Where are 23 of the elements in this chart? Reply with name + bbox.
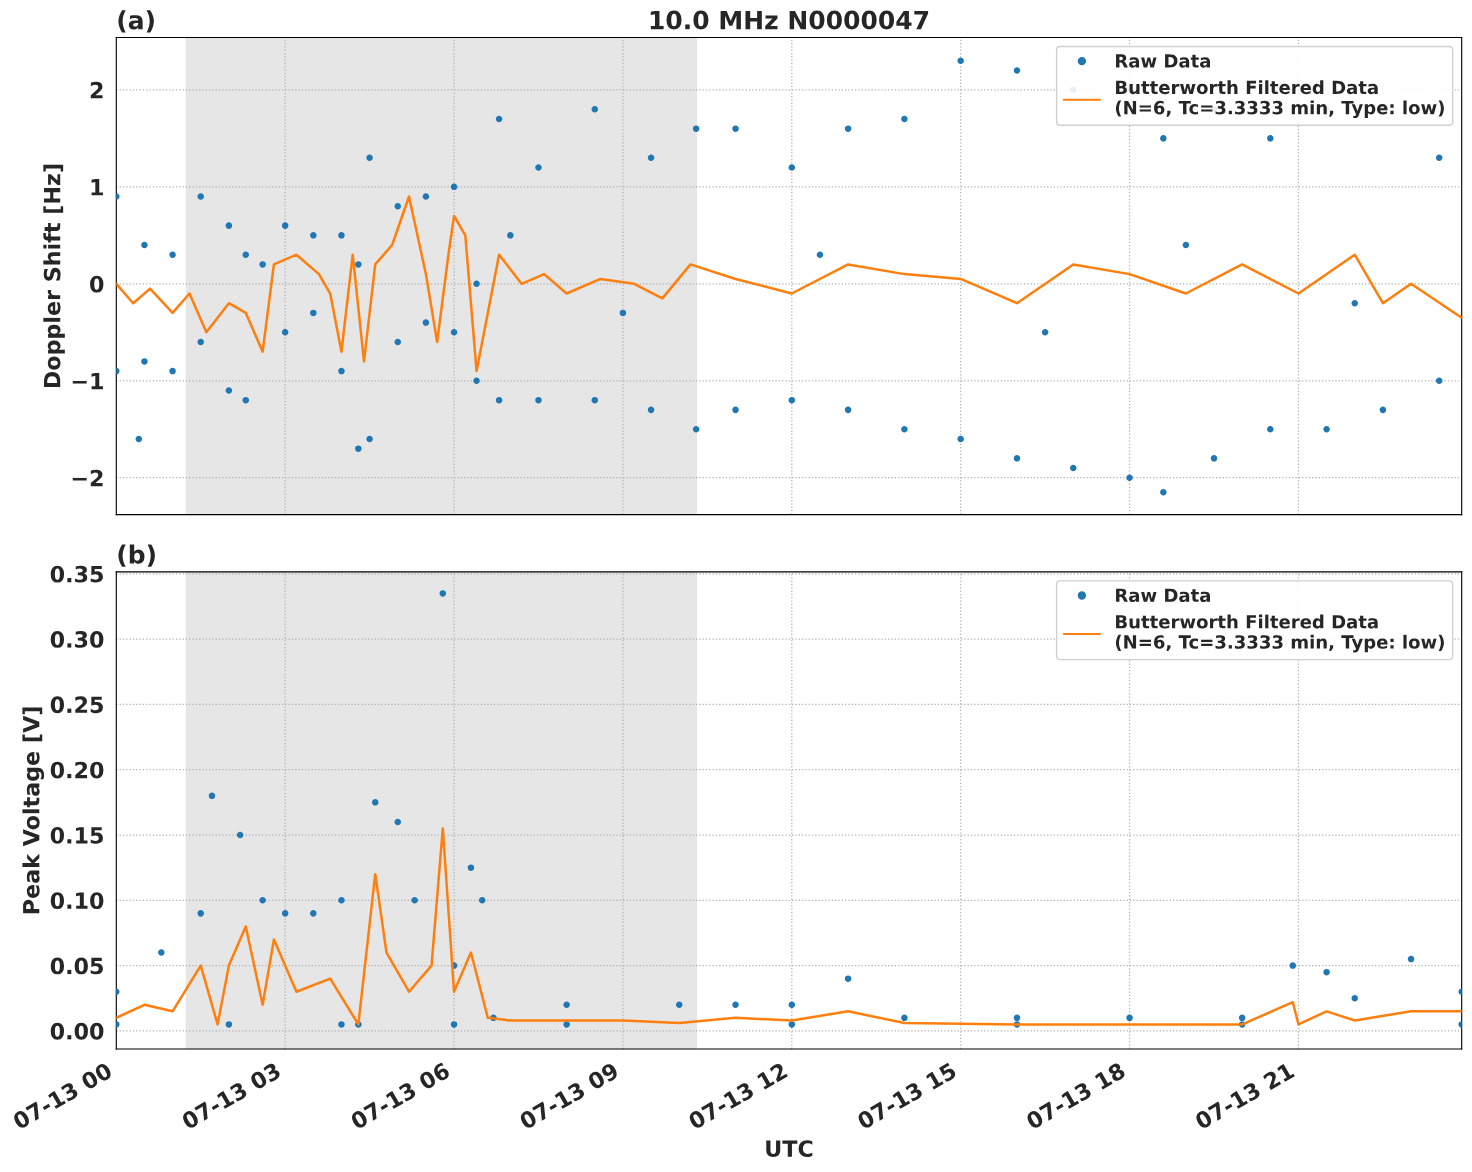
chart-subtitle: (a) bbox=[118, 10, 154, 33]
y-tick-label: 0.25 bbox=[50, 696, 103, 714]
y-tick-label: 0.15 bbox=[50, 826, 103, 844]
chart-subtitle: (b) bbox=[118, 544, 155, 567]
y-tick-label: −1 bbox=[72, 373, 103, 390]
legend-label: Butterworth Filtered Data (N=6, Tc=3.3333 min, Type: low) bbox=[1115, 80, 1444, 119]
y-tick-label: 0 bbox=[90, 275, 104, 293]
legend-label: Raw Data bbox=[1116, 588, 1210, 603]
y-tick-label: 0.30 bbox=[50, 631, 104, 648]
y-tick-label: 0.10 bbox=[50, 892, 104, 910]
y-tick-label: 0.05 bbox=[50, 957, 103, 975]
y-tick-label: 0.00 bbox=[50, 1022, 104, 1040]
y-tick-label: 2 bbox=[90, 81, 103, 99]
y-tick-label: 1 bbox=[91, 179, 103, 196]
y-tick-label: 0.20 bbox=[50, 761, 104, 779]
x-axis-title: UTC bbox=[766, 1140, 813, 1157]
y-axis-title: Peak Voltage [V] bbox=[22, 707, 45, 914]
legend-label: Butterworth Filtered Data (N=6, Tc=3.3333 min, Type: low) bbox=[1115, 614, 1444, 653]
y-tick-label: −2 bbox=[72, 469, 103, 487]
legend-label: Raw Data bbox=[1116, 54, 1210, 68]
y-axis-title: Doppler Shift [Hz] bbox=[43, 164, 65, 388]
chart-title: 10.0 MHz N0000047 bbox=[650, 10, 929, 30]
y-tick-label: 0.35 bbox=[50, 565, 103, 583]
